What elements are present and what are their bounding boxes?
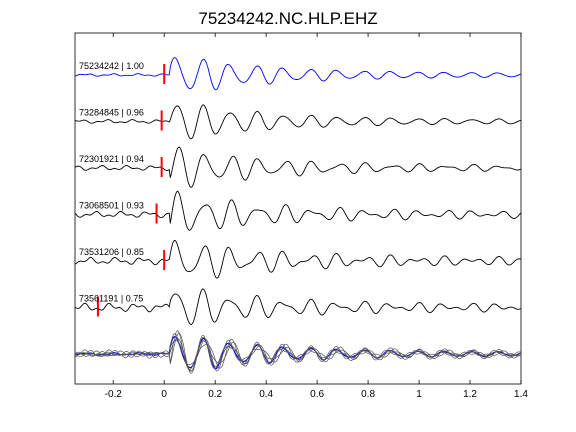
- labels-layer: 75234242 | 1.00 73284845 | 0.96 72301921 |…: [79, 61, 144, 304]
- x-tick-label: 0.8: [361, 389, 375, 400]
- overlay-trace-73068501: [74, 330, 522, 371]
- trace-label: 73068501 | 0.93: [79, 201, 144, 211]
- trace-73561191: [74, 288, 522, 325]
- trace-label: 73284845 | 0.96: [79, 108, 144, 118]
- trace-73068501: [74, 190, 522, 231]
- overlay-trace-75234242: [74, 335, 522, 370]
- x-tick-label: 1.2: [463, 389, 477, 400]
- x-tick-label: 0: [161, 389, 167, 400]
- trace-75234242: [74, 57, 522, 91]
- x-tick-label: 0.6: [310, 389, 324, 400]
- trace-label: 72301921 | 0.94: [79, 154, 144, 164]
- x-tick-label: -0.2: [105, 389, 123, 400]
- trace-label: 75234242 | 1.00: [79, 61, 144, 71]
- trace-72301921: [74, 146, 522, 188]
- trace-label: 73561191 | 0.75: [79, 294, 143, 304]
- trace-label: 73531206 | 0.85: [79, 247, 144, 257]
- trace-73284845: [74, 104, 522, 140]
- x-tick-label: 0.4: [259, 389, 273, 400]
- x-tick-label: 1.4: [514, 389, 528, 400]
- x-tick-label: 0.2: [208, 389, 222, 400]
- plot-area: [74, 32, 522, 385]
- trace-73531206: [74, 240, 522, 279]
- x-axis: -0.2 0 0.2 0.4 0.6 0.8 1 1.2 1.4: [105, 33, 528, 400]
- x-tick-label: 1: [416, 389, 422, 400]
- traces-layer: [74, 57, 522, 374]
- overlay-trace-73531206: [74, 333, 522, 372]
- overlay-trace-73561191: [74, 335, 522, 372]
- chart-title: 75234242.NC.HLP.EHZ: [198, 9, 377, 28]
